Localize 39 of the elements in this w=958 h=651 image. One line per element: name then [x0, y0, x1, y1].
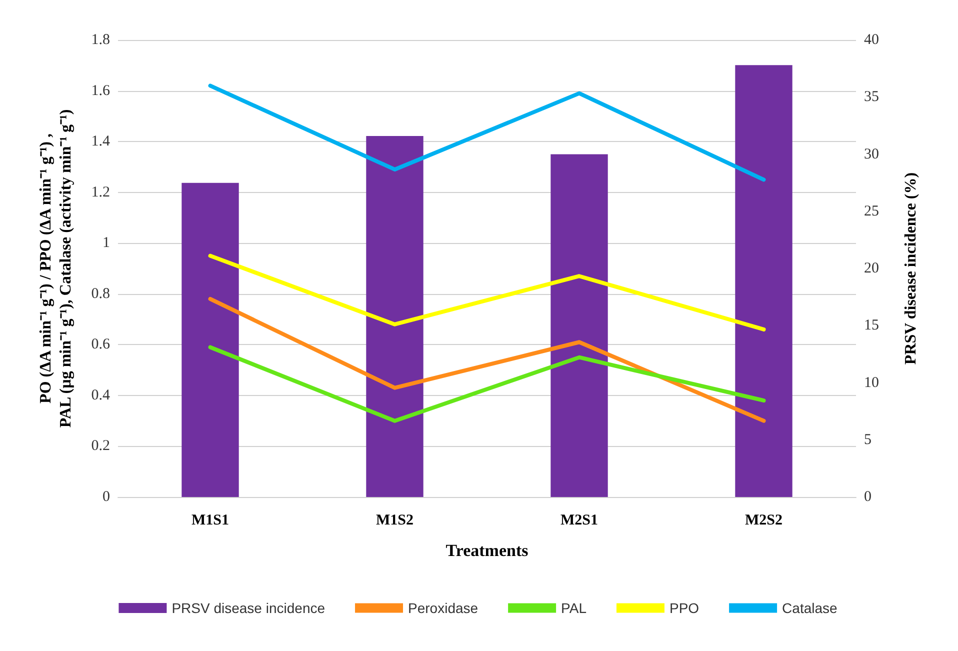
legend-label: PRSV disease incidence — [172, 600, 326, 616]
y2-tick-label: 0 — [864, 489, 872, 505]
y2-tick-label: 40 — [864, 32, 879, 48]
y2-tick-label: 30 — [864, 146, 879, 162]
x-tick-label: M2S1 — [560, 512, 598, 528]
y-tick-label: 1.6 — [91, 82, 110, 99]
legend-label: PPO — [669, 600, 700, 616]
line-series — [208, 254, 766, 332]
y2-tick-label: 25 — [864, 203, 879, 220]
line-series — [208, 296, 766, 423]
x-tick-label: M2S2 — [745, 512, 782, 528]
y-tick-label: 0.4 — [91, 387, 110, 404]
line-series — [208, 345, 766, 423]
x-tick-label: M1S2 — [376, 512, 414, 528]
y2-tick-label: 35 — [864, 89, 879, 106]
y-tick-label: 0.2 — [91, 438, 110, 454]
legend-label: PAL — [561, 600, 587, 616]
y2-tick-label: 10 — [864, 374, 879, 391]
bar — [735, 65, 792, 497]
y-tick-label: 0 — [102, 489, 110, 505]
bar — [550, 154, 608, 497]
bar — [366, 136, 424, 497]
y-tick-label: 0.6 — [91, 336, 110, 353]
y-axis-title: PO (ΔA min⁻¹ g⁻¹) / PPO (ΔA min⁻¹ g⁻¹) , PAL (µg min⁻¹ g⁻¹), Catalase (activity min⁻¹ g⁻¹) — [38, 109, 74, 428]
y-tick-label: 1.8 — [91, 32, 110, 48]
legend-label: Catalase — [782, 600, 838, 616]
y2-tick-label: 15 — [864, 318, 879, 334]
y-tick-label: 1.2 — [91, 184, 110, 200]
y2-tick-label: 20 — [864, 260, 879, 276]
bar — [182, 182, 239, 497]
y-tick-label: 1.4 — [91, 134, 110, 150]
y-tick-label: 1 — [102, 235, 110, 252]
x-tick-label: M1S1 — [192, 512, 229, 528]
y2-tick-label: 5 — [864, 432, 872, 448]
y-tick-label: 0.8 — [91, 286, 110, 302]
line-series — [208, 84, 766, 182]
legend-label: Peroxidase — [408, 600, 478, 616]
x-axis-title: Treatments — [446, 541, 529, 560]
y2-axis-title: PRSV disease incidence (%) — [902, 172, 920, 365]
